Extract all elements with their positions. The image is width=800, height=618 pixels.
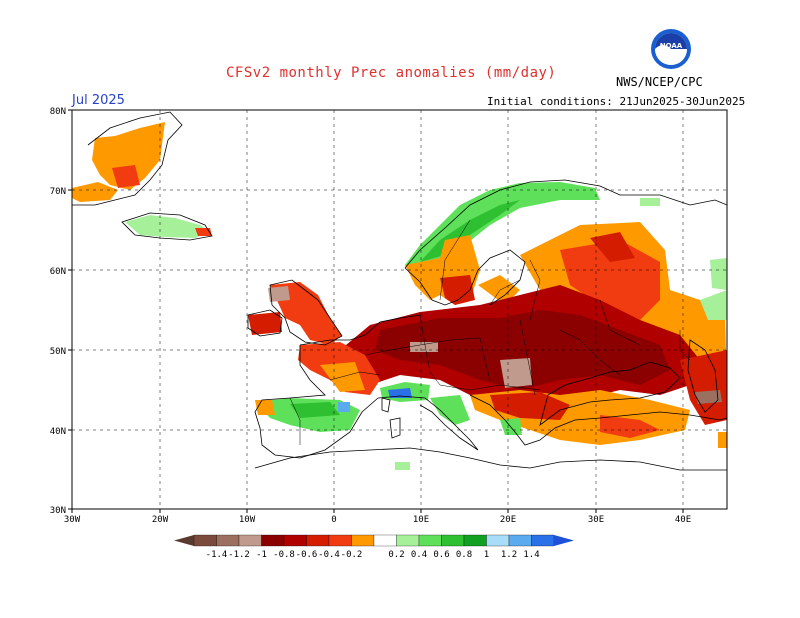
legend-swatch (283, 534, 307, 547)
lat-label: 40N (50, 427, 66, 437)
legend-swatch (373, 534, 397, 547)
legend-tick-label: -0.6 (296, 550, 318, 560)
legend-tick-label: -1.2 (228, 550, 250, 560)
noaa-logo: NOAA (651, 29, 691, 69)
legend-swatch (463, 534, 487, 547)
legend-swatch (418, 534, 442, 547)
coastline-layer (72, 111, 727, 471)
legend-tick-label: -1.4 (206, 550, 228, 560)
legend-swatch (193, 534, 217, 547)
legend-swatch (396, 534, 420, 547)
legend-tick-label: 1.4 (523, 550, 539, 560)
lon-label: 20E (500, 515, 516, 525)
legend-swatch (531, 534, 555, 547)
legend-swatch (216, 534, 240, 547)
border-layer (289, 219, 691, 445)
legend-arrow-left (174, 535, 194, 546)
legend-tick-label: 1.2 (501, 550, 517, 560)
lat-label: 80N (50, 107, 66, 117)
legend-swatch (306, 534, 330, 547)
lon-label: 20W (152, 515, 169, 525)
forecast-month: Jul 2025 (72, 93, 125, 108)
lon-label: 10E (413, 515, 429, 525)
legend-labels: -1.4 -1.2 -1 -0.8 -0.6 -0.4 -0.2 0.2 0.4 0.6 0.8 1 1… (206, 550, 540, 560)
color-legend (174, 534, 574, 547)
lon-label: 10W (239, 515, 256, 525)
tick-marks (68, 109, 684, 513)
chart-title: CFSv2 monthly Prec anomalies (mm/day) (226, 65, 557, 81)
lat-label: 30N (50, 506, 66, 516)
legend-tick-label: 0.6 (433, 550, 449, 560)
legend-swatch (508, 534, 532, 547)
lat-label: 60N (50, 267, 66, 277)
lon-label: 40E (675, 515, 691, 525)
legend-arrow-right (554, 535, 574, 546)
agency-label: NWS/NCEP/CPC (616, 75, 703, 89)
legend-tick-label: 0.2 (388, 550, 404, 560)
map-frame (71, 109, 728, 510)
legend-tick-label: 0.4 (411, 550, 427, 560)
lon-label: 0 (331, 515, 336, 525)
lon-label: 30E (588, 515, 604, 525)
legend-tick-label: -0.8 (273, 550, 295, 560)
legend-tick-label: -0.4 (318, 550, 340, 560)
legend-swatch (328, 534, 352, 547)
legend-tick-label: 1 (484, 550, 489, 560)
lat-label: 70N (50, 187, 66, 197)
initial-conditions: Initial conditions: 21Jun2025-30Jun2025 (487, 95, 746, 108)
lat-label: 50N (50, 347, 66, 357)
legend-tick-label: 0.8 (456, 550, 472, 560)
lon-label: 30W (64, 515, 81, 525)
legend-swatch (238, 534, 262, 547)
svg-text:NOAA: NOAA (660, 42, 683, 50)
legend-swatch (351, 534, 375, 547)
legend-swatch (441, 534, 465, 547)
legend-tick-label: -0.2 (341, 550, 363, 560)
legend-swatch (261, 534, 285, 547)
legend-swatch (486, 534, 510, 547)
legend-tick-label: -1 (256, 550, 267, 560)
